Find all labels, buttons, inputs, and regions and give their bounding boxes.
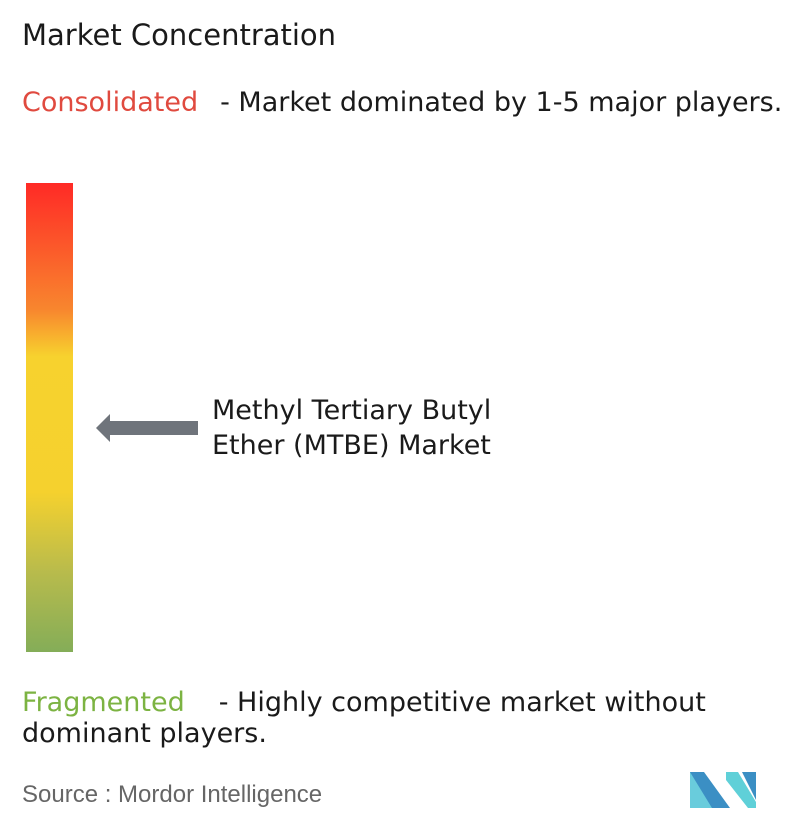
consolidated-text: - Market dominated by 1-5 major players. <box>220 87 783 118</box>
source-text: Source : Mordor Intelligence <box>22 781 323 808</box>
market-label-line-2: Ether (MTBE) Market <box>212 430 491 461</box>
consolidated-description: Consolidated - Market dominated by 1-5 ma… <box>22 87 792 118</box>
arrow-left-icon <box>96 414 198 442</box>
concentration-gradient-bar <box>26 183 73 652</box>
fragmented-text: - Highly competitive market without domi… <box>22 687 706 749</box>
fragmented-label: Fragmented <box>22 687 185 718</box>
market-label: Methyl Tertiary Butyl Ether (MTBE) Marke… <box>212 393 491 463</box>
fragmented-description: Fragmented - Highly competitive market wi… <box>22 687 792 749</box>
market-label-line-1: Methyl Tertiary Butyl <box>212 395 492 426</box>
page-title: Market Concentration <box>22 18 337 52</box>
consolidated-label: Consolidated <box>22 87 199 118</box>
mordor-intelligence-logo <box>690 772 756 808</box>
